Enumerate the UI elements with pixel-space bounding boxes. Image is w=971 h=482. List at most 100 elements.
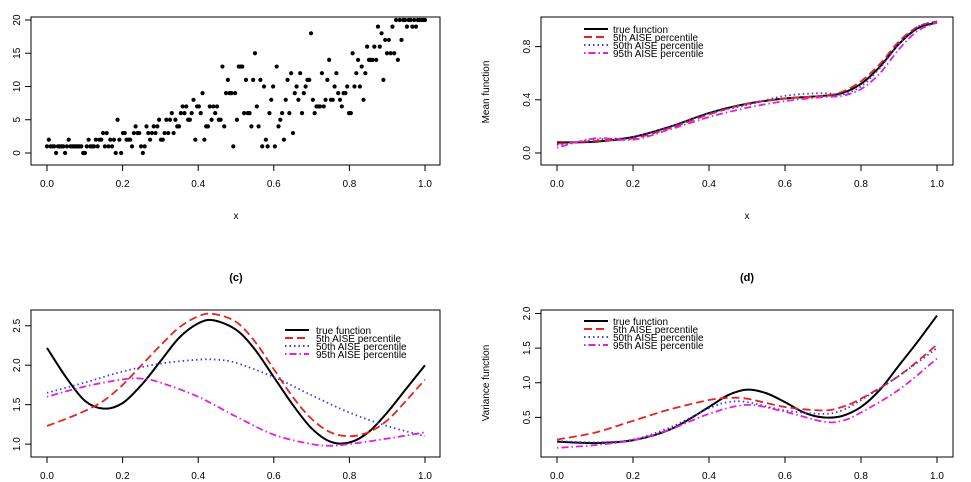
panel-a-point — [95, 144, 100, 149]
panel-a-point — [117, 137, 122, 142]
panel-a-point — [222, 124, 227, 129]
panel-d-x-tick-label: 0.0 — [550, 471, 564, 482]
panel-a-point — [171, 130, 176, 136]
panel-a-point — [261, 84, 267, 89]
panel-a-point — [110, 144, 115, 149]
panel-a-point — [191, 97, 196, 102]
panel-a-point — [336, 91, 341, 96]
panel-a-x-tick-label: 0.0 — [40, 179, 54, 190]
panel-c-legend: true function 5th AISE percentile 50th A… — [285, 326, 407, 361]
panel-c-plot: (c) 0.0 0.2 0.4 0.6 0.8 1.0 1.0 1.5 2.0 2.5 true … — [12, 272, 441, 482]
panel-d-x-tick-label: 0.8 — [854, 471, 868, 482]
panel-a-point — [44, 144, 50, 149]
panel-a-point — [231, 144, 236, 149]
panel-a-point — [91, 144, 97, 149]
panel-a-point — [198, 111, 203, 116]
panel-d-plot-box — [540, 309, 954, 458]
panel-d-y-tick-label: 1.0 — [522, 375, 533, 389]
panel-a-point — [99, 137, 104, 142]
panel-a-point — [182, 111, 187, 116]
panel-c-series-true-function — [46, 318, 426, 445]
panel-d-title: (d) — [740, 272, 754, 284]
panel-a-point — [189, 111, 194, 116]
panel-a-point — [113, 150, 118, 156]
panel-c-x-tick-label: 0.4 — [191, 471, 205, 482]
panel-a-point — [196, 104, 202, 109]
panel-a-point — [267, 111, 272, 116]
panel-a-point — [151, 124, 156, 129]
panel-a-point — [155, 124, 160, 129]
panel-a-point — [46, 137, 51, 142]
panel-a-point — [157, 117, 162, 122]
panel-a-y-tick-label: 5 — [12, 117, 23, 123]
panel-a-point — [390, 24, 395, 29]
panel-b-x-tick-label: 0.8 — [854, 179, 868, 190]
panel-a-point — [403, 17, 408, 23]
panel-a-point — [229, 91, 234, 96]
panel-a-point — [332, 84, 337, 89]
panel-a-point — [321, 104, 326, 109]
panel-a-point — [180, 104, 185, 109]
panel-a-point — [115, 117, 120, 122]
panel-a-point — [52, 144, 57, 149]
panel-a-point — [307, 77, 312, 82]
panel-b-series-lines — [556, 20, 938, 149]
panel-a-point — [278, 117, 283, 122]
panel-d-series-true-function — [556, 314, 938, 445]
panel-a-point — [256, 124, 261, 129]
panel-a-point — [289, 71, 294, 76]
panel-a-point — [270, 84, 276, 89]
panel-a-point — [108, 137, 113, 142]
panel-a-point — [249, 124, 254, 129]
panel-a-point — [355, 57, 361, 63]
panel-a-point — [265, 144, 270, 149]
panel-a-point — [348, 111, 353, 116]
panel-b-legend-95th-aise: 95th AISE percentile — [613, 49, 704, 60]
panel-a-point — [413, 24, 419, 29]
panel-d-series-95th-aise-percentile — [556, 357, 938, 449]
panel-a-point — [281, 137, 287, 142]
panel-a-point — [299, 111, 305, 116]
panel-a-point — [233, 91, 238, 96]
panel-a-point — [131, 130, 136, 136]
panel-a-point — [352, 84, 357, 89]
panel-a-point — [214, 104, 220, 109]
panel-a-point — [146, 130, 151, 136]
panel-a-point — [359, 64, 364, 69]
panel-a-point — [129, 144, 135, 149]
panel-a-point — [345, 84, 350, 89]
panel-c-legend-50th-aise: 50th AISE percentile — [316, 342, 407, 353]
panel-b-series-5th-aise-percentile — [556, 20, 938, 145]
panel-b-x-tick-label: 0.2 — [626, 179, 640, 190]
panel-a-point — [213, 111, 218, 116]
panel-b-series-95th-aise-percentile — [556, 21, 938, 149]
panel-a-point — [285, 77, 290, 82]
panel-a-point — [93, 137, 98, 142]
panel-a-point — [310, 97, 315, 102]
panel-a-point — [276, 124, 281, 129]
panel-b-x-tick-label: 0.6 — [778, 179, 792, 190]
panel-a-point — [187, 117, 192, 122]
panel-a-point — [327, 57, 332, 63]
panel-a-point — [374, 57, 379, 63]
panel-c-y-tick-label: 1.5 — [12, 397, 23, 411]
panel-a-point — [361, 97, 366, 102]
panel-d-y-tick-label: 0.5 — [522, 410, 533, 424]
panel-a-point — [319, 71, 325, 76]
panel-c-plot-box — [30, 309, 441, 458]
panel-a-point — [303, 84, 308, 89]
panel-b-y-tick-label: 0.8 — [522, 39, 533, 53]
panel-c-series-50th-aise-percentile — [46, 358, 426, 438]
panel-a-point — [392, 51, 397, 56]
panel-a-point — [258, 77, 263, 82]
panel-b-y-tick-label: 0.4 — [522, 92, 533, 106]
panel-c-x-tick-label: 1.0 — [418, 471, 432, 482]
panel-a-point — [386, 37, 391, 43]
panel-a-point — [393, 17, 399, 23]
panel-a-point — [62, 150, 68, 156]
panel-d-legend-95th-aise: 95th AISE percentile — [613, 341, 704, 352]
panel-c-legend-95th-aise: 95th AISE percentile — [316, 350, 407, 361]
panel-b-x-axis-label: x — [745, 211, 750, 222]
panel-b-x-tick-label: 1.0 — [930, 179, 944, 190]
panel-a-point — [104, 130, 109, 136]
